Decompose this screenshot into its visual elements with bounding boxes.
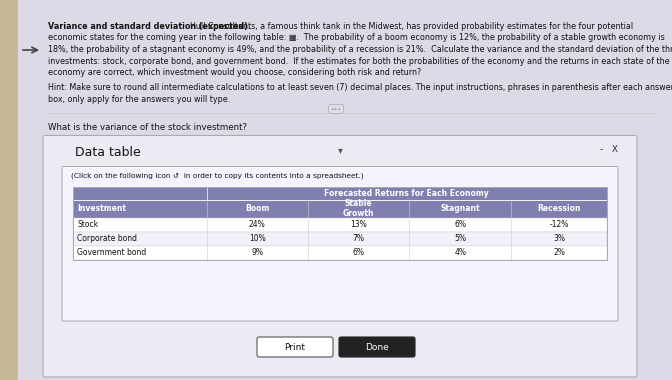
Text: ▾: ▾ — [337, 146, 343, 155]
Text: (Click on the following icon ↺  in order to copy its contents into a spreadsheet: (Click on the following icon ↺ in order … — [71, 173, 364, 179]
FancyBboxPatch shape — [339, 337, 415, 357]
Text: 4%: 4% — [454, 248, 466, 257]
Bar — [73, 200, 607, 217]
Text: 18%, the probability of a stagnant economy is 49%, and the probability of a rece: 18%, the probability of a stagnant econo… — [48, 45, 672, 54]
Text: 13%: 13% — [350, 220, 367, 229]
Bar — [0, 0, 18, 380]
Bar — [73, 187, 607, 260]
Text: box, only apply for the answers you will type.: box, only apply for the answers you will… — [48, 95, 230, 104]
Text: -   X: - X — [600, 146, 618, 155]
Text: Forecasted Returns for Each Economy: Forecasted Returns for Each Economy — [325, 188, 489, 198]
Text: investments: stock, corporate bond, and government bond.  If the estimates for b: investments: stock, corporate bond, and … — [48, 57, 669, 65]
Text: 6%: 6% — [353, 248, 365, 257]
Text: Print: Print — [284, 342, 306, 352]
Text: Hull Consultants, a famous think tank in the Midwest, has provided probability e: Hull Consultants, a famous think tank in… — [185, 22, 633, 31]
Text: Stable
Growth: Stable Growth — [343, 199, 374, 218]
Text: Done: Done — [365, 342, 389, 352]
Text: Data table: Data table — [75, 146, 140, 158]
Bar — [73, 187, 206, 200]
Text: 9%: 9% — [251, 248, 263, 257]
Text: Corporate bond: Corporate bond — [77, 234, 137, 243]
Text: economic states for the coming year in the following table: ▦.  The probability : economic states for the coming year in t… — [48, 33, 665, 43]
Text: economy are correct, which investment would you choose, considering both risk an: economy are correct, which investment wo… — [48, 68, 421, 77]
Bar — [73, 245, 607, 260]
Text: •••: ••• — [331, 106, 341, 111]
Text: Government bond: Government bond — [77, 248, 146, 257]
Text: Boom: Boom — [245, 204, 269, 213]
FancyBboxPatch shape — [62, 166, 618, 321]
Text: What is the variance of the stock investment?: What is the variance of the stock invest… — [48, 122, 247, 131]
Text: Stagnant: Stagnant — [440, 204, 480, 213]
Text: 3%: 3% — [553, 234, 565, 243]
Text: Hint: Make sure to round all intermediate calculations to at least seven (7) dec: Hint: Make sure to round all intermediat… — [48, 84, 672, 92]
Bar — [206, 187, 607, 200]
Text: Recession: Recession — [537, 204, 581, 213]
Text: Variance and standard deviation (expected).: Variance and standard deviation (expecte… — [48, 22, 251, 31]
Text: 2%: 2% — [553, 248, 565, 257]
Text: 7%: 7% — [353, 234, 365, 243]
Bar — [73, 231, 607, 245]
Text: 5%: 5% — [454, 234, 466, 243]
Text: Investment: Investment — [77, 204, 126, 213]
FancyBboxPatch shape — [257, 337, 333, 357]
Text: 10%: 10% — [249, 234, 265, 243]
Text: 24%: 24% — [249, 220, 265, 229]
Bar — [73, 217, 607, 231]
Text: -12%: -12% — [549, 220, 569, 229]
FancyBboxPatch shape — [43, 136, 637, 377]
Text: 6%: 6% — [454, 220, 466, 229]
Text: Stock: Stock — [77, 220, 98, 229]
